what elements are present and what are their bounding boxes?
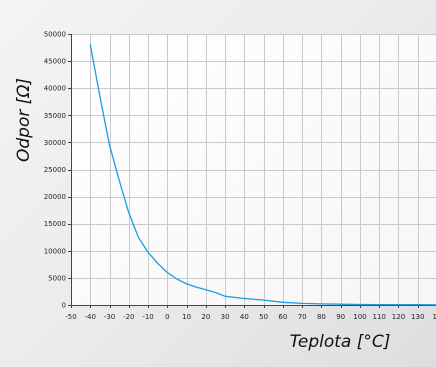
y-tick-label: 45000	[44, 58, 66, 66]
x-tick-label: 40	[240, 313, 249, 321]
x-tick-label: 0	[165, 313, 169, 321]
y-tick-label: 10000	[44, 247, 66, 255]
x-tick-label: 80	[317, 313, 326, 321]
plot-area	[71, 34, 436, 305]
x-tick-label: 120	[392, 313, 405, 321]
x-tick-label: -20	[123, 313, 134, 321]
tick-labels: -50 -40 -30 -20 -10 0 10 20 30 40 50 60 70 80 90 100 110…	[44, 31, 436, 322]
y-tick-label: 15000	[44, 220, 66, 228]
x-tick-label: 20	[201, 313, 210, 321]
x-tick-label: 10	[182, 313, 191, 321]
x-tick-label: 30	[221, 313, 230, 321]
y-tick-label: 35000	[44, 112, 66, 120]
x-tick-label: -10	[142, 313, 153, 321]
x-tick-label: 110	[373, 313, 386, 321]
x-tick-label: 60	[278, 313, 287, 321]
x-tick-label: 90	[336, 313, 345, 321]
y-axis-title: Odpor [Ω]	[14, 78, 34, 162]
x-tick-label: 130	[411, 313, 424, 321]
series-line	[89, 44, 436, 306]
grid	[71, 34, 436, 305]
x-tick-label: 70	[298, 313, 307, 321]
x-tick-label: -50	[65, 313, 76, 321]
x-tick-label: -40	[85, 313, 96, 321]
y-tick-label: 30000	[44, 139, 66, 147]
series	[89, 44, 436, 306]
x-tick-label: 50	[259, 313, 268, 321]
y-tick-label: 0	[62, 302, 66, 310]
y-tick-label: 50000	[44, 31, 66, 39]
x-tick-label: 14	[433, 313, 436, 321]
axes	[68, 34, 436, 308]
x-tick-label: -30	[104, 313, 115, 321]
y-tick-label: 5000	[48, 274, 66, 282]
y-tick-label: 20000	[44, 193, 66, 201]
x-axis-title: Teplota [°C]	[290, 332, 391, 352]
x-tick-label: 100	[353, 313, 366, 321]
y-tick-label: 40000	[44, 85, 66, 93]
y-tick-label: 25000	[44, 166, 66, 174]
